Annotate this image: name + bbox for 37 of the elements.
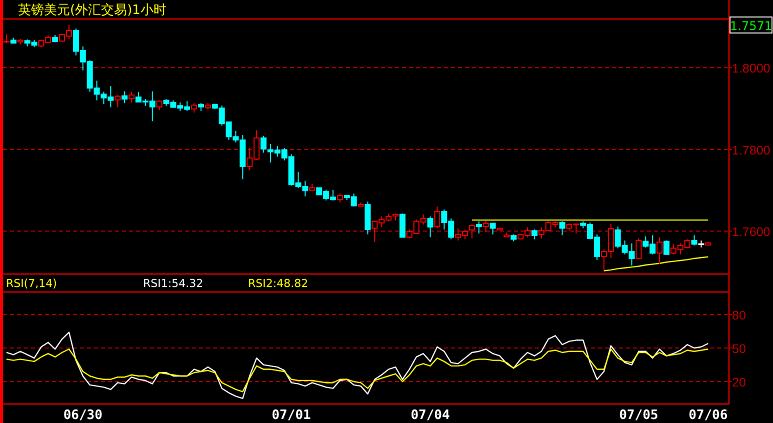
candlestick [260,135,267,154]
line-series [6,332,709,399]
x-tick-label: 07/06 [688,408,728,423]
candlestick [490,222,496,235]
candlestick [434,206,440,229]
candlestick [427,216,434,238]
candlestick [468,224,475,239]
x-tick-label: 07/04 [410,408,450,423]
candlestick [399,213,406,238]
candlestick [482,220,489,233]
line-series [6,348,709,392]
candlestick [559,220,566,236]
text: 1.7571 [730,19,772,33]
text: RSI1:54.32 [143,277,204,290]
text: RSI2:48.82 [248,277,308,290]
candlestick [191,102,198,114]
candlestick [656,236,663,265]
y-tick-label: 1.7800 [732,143,770,158]
y-tick-label: 80 [732,308,746,322]
y-tick-label: 1.7600 [732,225,770,240]
candlestick [636,238,642,259]
x-tick-label: 07/01 [272,408,312,423]
candlestick [128,92,135,103]
candlestick [691,234,698,246]
y-tick-label: 20 [732,376,746,390]
x-tick-label: 07/05 [619,408,658,423]
candlestick [476,220,482,234]
line-series [603,256,709,272]
chart-title: RSI(7,14) [6,277,57,290]
candlestick [531,228,538,240]
chart-title: 英镑美元(外汇交易)1小时 [18,2,166,18]
y-tick-label: 1.8000 [732,62,770,76]
candlestick [122,90,128,104]
candlestick [663,240,670,255]
candlestick [114,94,121,108]
x-tick-label: 06/30 [63,408,103,423]
y-tick-label: 50 [732,342,746,356]
